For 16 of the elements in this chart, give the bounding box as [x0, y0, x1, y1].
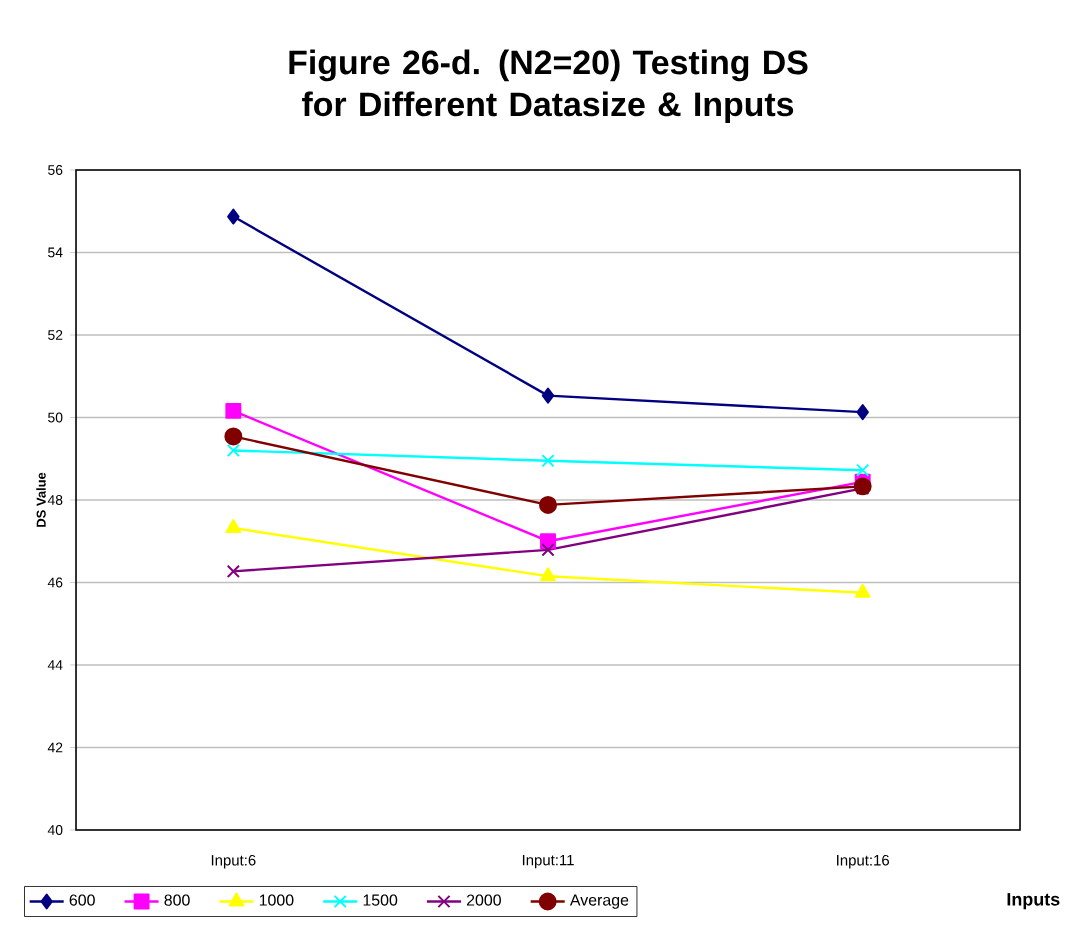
point	[224, 427, 243, 446]
point	[227, 208, 240, 225]
point	[541, 454, 555, 468]
point	[226, 564, 240, 578]
point	[856, 463, 870, 477]
chart-title: Figure 26-d. (N2=20) Testing DS for Different Datasize & Inputs	[289, 49, 808, 123]
point	[539, 495, 557, 514]
point	[541, 543, 555, 557]
point	[854, 583, 871, 598]
point	[226, 443, 240, 458]
point	[856, 404, 869, 421]
x-axis-title: Inputs	[1007, 893, 1060, 910]
point	[540, 567, 556, 582]
point	[225, 402, 242, 419]
point	[225, 519, 242, 533]
point	[541, 387, 555, 404]
